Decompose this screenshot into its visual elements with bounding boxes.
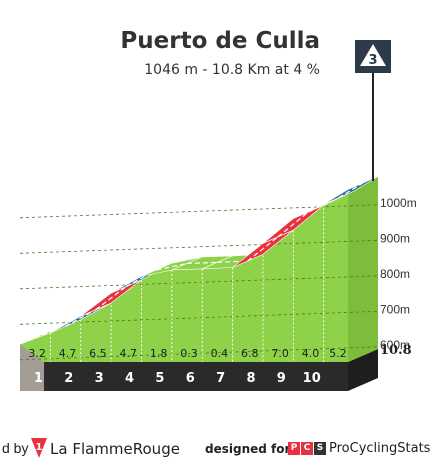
- km-marker-6: 6: [186, 371, 195, 386]
- pcs-logo-c: C: [301, 442, 313, 455]
- km-marker-3: 3: [95, 371, 104, 386]
- road-centerline-6: [186, 261, 218, 265]
- lfr-logo-text: 1: [36, 442, 43, 453]
- gradient-label-8: 6.8: [241, 347, 259, 360]
- km-marker-7: 7: [216, 371, 225, 386]
- km-marker-1: 1: [34, 371, 43, 386]
- altitude-label-600: 600m: [380, 338, 410, 352]
- km-marker-10: 10: [303, 371, 321, 386]
- km-marker-5: 5: [155, 371, 164, 386]
- gradient-label-2: 4.7: [59, 347, 77, 360]
- gradient-label-9: 7.0: [271, 347, 289, 360]
- altitude-label-700: 700m: [380, 302, 410, 316]
- gradient-label-6: 0.3: [180, 347, 198, 360]
- ground-side: [348, 349, 378, 391]
- category-flag-triangle: [360, 44, 386, 66]
- altitude-label-800: 800m: [380, 267, 410, 281]
- km-marker-4: 4: [125, 371, 134, 386]
- road-centerline-11: [338, 182, 364, 199]
- road-centerline-9: [277, 211, 309, 238]
- gradient-label-4: 4.7: [120, 347, 138, 360]
- gradient-label-7: 0.4: [211, 347, 229, 360]
- la-flamme-rouge-name[interactable]: La FlammeRouge: [50, 440, 180, 458]
- altitude-label-1000: 1000m: [380, 196, 417, 210]
- km-marker-9: 9: [277, 371, 286, 386]
- profile-start-cap: [20, 344, 44, 391]
- category-flag-number: 3: [368, 53, 377, 68]
- pcs-name[interactable]: ProCyclingStats: [329, 441, 431, 456]
- gradient-label-11: 5.2: [329, 347, 347, 360]
- road-centerline-2: [65, 309, 97, 327]
- pcs-logo-p: P: [288, 442, 300, 455]
- pcs-logo-s: S: [314, 442, 326, 455]
- profile-front-face: [20, 189, 348, 362]
- road-centerline-5: [156, 262, 187, 271]
- road-centerline-8: [247, 236, 279, 262]
- designed-for-label: designed for: [205, 442, 291, 456]
- pcs-logo: P C S: [288, 442, 326, 455]
- road-segment-11: [323, 176, 379, 205]
- la-flamme-rouge-logo: 1: [31, 438, 47, 458]
- credit-prefix: d by: [2, 440, 29, 456]
- profile-side-face: [348, 176, 378, 362]
- altitude-label-900: 900m: [380, 231, 410, 245]
- climb-title: Puerto de Culla: [120, 28, 320, 54]
- climb-subtitle: 1046 m - 10.8 Km at 4 %: [144, 62, 320, 78]
- gradient-label-1: 3.2: [28, 347, 46, 360]
- km-marker-2: 2: [64, 371, 73, 386]
- km-marker-8: 8: [246, 371, 255, 386]
- gradient-label-3: 6.5: [89, 347, 107, 360]
- total-distance-label: 10.8: [380, 343, 412, 358]
- ground-band: [20, 362, 348, 391]
- elevation-profile-chart: 1000m 900m 800m 700m 600m 3.2 4.7 6.5 4.7 1.8 0.3 0…: [19, 40, 417, 391]
- gradient-label-5: 1.8: [150, 347, 168, 360]
- gradient-label-10: 4.0: [302, 347, 320, 360]
- road-centerline-3: [95, 286, 127, 311]
